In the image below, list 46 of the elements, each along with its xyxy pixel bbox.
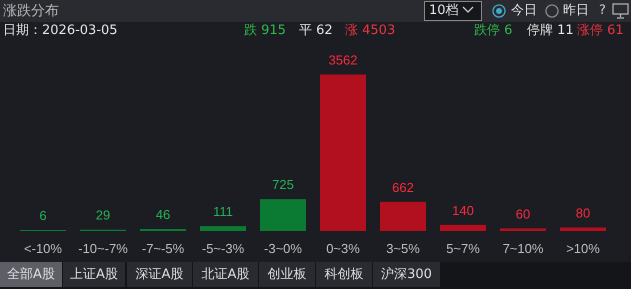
text: 科创板 [316, 262, 372, 287]
text: 沪深300 [373, 262, 440, 287]
chart-title: 涨跌分布 [3, 3, 59, 19]
x-tick-label: 7~10% [502, 241, 544, 256]
bar [200, 226, 246, 231]
text: ? [599, 3, 606, 19]
data-label: 80 [576, 205, 590, 220]
text: 10档 [424, 1, 482, 21]
text: 涨 4503 [345, 23, 396, 39]
data-label: 3562 [328, 52, 358, 68]
x-tick-label: >10% [566, 241, 600, 256]
text: 北证A股 [193, 262, 258, 287]
data-label: 46 [156, 206, 170, 222]
text: 跌停 6 [474, 23, 512, 39]
data-label: 662 [392, 180, 414, 195]
text: 上证A股 [63, 262, 125, 287]
text: 停牌 11 [527, 23, 574, 39]
text: 创业板 [259, 262, 315, 287]
text: 跌 915 [244, 23, 286, 39]
bar [260, 199, 306, 231]
bar [440, 224, 486, 231]
text: 昨日 [563, 3, 589, 19]
x-tick-label: -5~-3% [202, 241, 245, 256]
text: 日期：2026-03-05 [3, 23, 118, 39]
bar [320, 74, 366, 231]
text: 深证A股 [127, 262, 192, 287]
data-label: 140 [452, 202, 474, 218]
data-label: 29 [96, 208, 110, 223]
bar [500, 228, 546, 231]
data-label: 725 [272, 177, 294, 192]
data-label: 6 [39, 208, 47, 223]
x-tick-label: <-10% [24, 241, 62, 256]
bar [560, 227, 606, 231]
bar [380, 202, 426, 231]
x-tick-label: 3~5% [386, 241, 420, 256]
x-tick-label: 5~7% [446, 241, 480, 256]
text: 平 62 [299, 23, 333, 39]
text: 今日 [511, 3, 537, 19]
data-label: 111 [213, 204, 233, 220]
text: 全部A股 [0, 262, 62, 287]
data-label: 60 [516, 206, 530, 222]
x-tick-label: 0~3% [326, 241, 360, 256]
x-tick-label: -10~-7% [78, 241, 128, 256]
x-tick-label: -7~-5% [142, 241, 185, 256]
text: 涨停 61 [577, 23, 624, 39]
x-tick-label: -3~0% [264, 241, 302, 256]
